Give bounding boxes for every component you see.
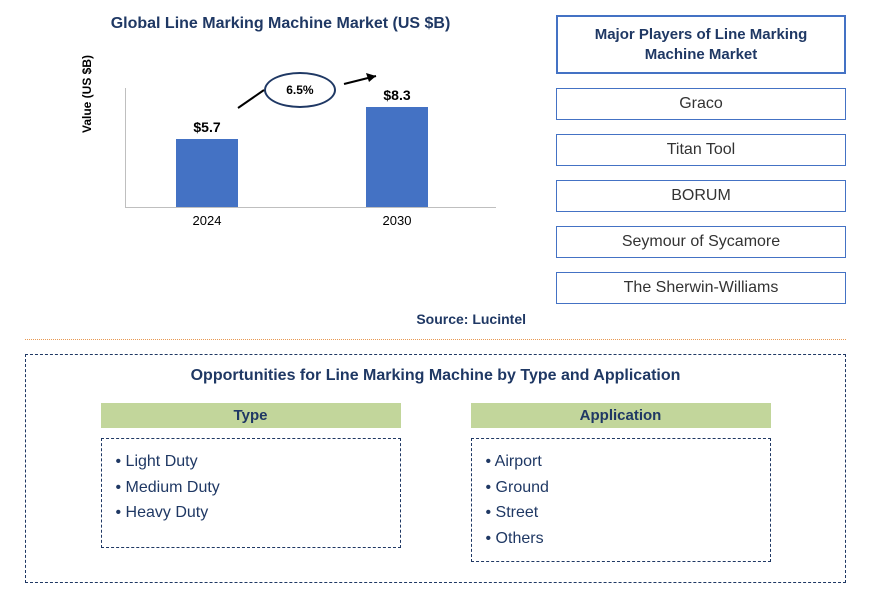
list-item: Light Duty bbox=[116, 449, 386, 475]
source-text: Source: Lucintel bbox=[416, 311, 526, 327]
type-list: Light Duty Medium Duty Heavy Duty bbox=[101, 438, 401, 548]
list-item: Others bbox=[486, 526, 756, 552]
player-item: The Sherwin-Williams bbox=[556, 272, 846, 304]
bar-label-2030: $8.3 bbox=[383, 87, 410, 103]
x-tick-2024: 2024 bbox=[193, 213, 222, 228]
major-players-section: Major Players of Line Marking Machine Ma… bbox=[556, 15, 846, 335]
player-item: Graco bbox=[556, 88, 846, 120]
y-axis-label: Value (US $B) bbox=[80, 55, 94, 133]
opportunities-title: Opportunities for Line Marking Machine b… bbox=[56, 367, 815, 385]
chart-title: Global Line Marking Machine Market (US $… bbox=[25, 15, 536, 33]
bar-2030: $8.3 bbox=[366, 107, 428, 207]
x-tick-2030: 2030 bbox=[383, 213, 412, 228]
list-item: Ground bbox=[486, 475, 756, 501]
growth-annotation: 6.5% bbox=[264, 72, 336, 108]
chart-plot: $5.7 2024 $8.3 2030 6.5% bbox=[125, 88, 496, 208]
opportunities-section: Opportunities for Line Marking Machine b… bbox=[25, 354, 846, 583]
players-title: Major Players of Line Marking Machine Ma… bbox=[556, 15, 846, 74]
bar-label-2024: $5.7 bbox=[193, 119, 220, 135]
application-list: Airport Ground Street Others bbox=[471, 438, 771, 562]
market-chart-section: Global Line Marking Machine Market (US $… bbox=[25, 15, 536, 335]
player-item: Titan Tool bbox=[556, 134, 846, 166]
player-item: BORUM bbox=[556, 180, 846, 212]
type-header: Type bbox=[101, 403, 401, 428]
list-item: Street bbox=[486, 500, 756, 526]
application-header: Application bbox=[471, 403, 771, 428]
type-column: Type Light Duty Medium Duty Heavy Duty bbox=[101, 403, 401, 562]
list-item: Medium Duty bbox=[116, 475, 386, 501]
list-item: Airport bbox=[486, 449, 756, 475]
section-divider bbox=[25, 339, 846, 340]
bar-2024: $5.7 bbox=[176, 139, 238, 207]
application-column: Application Airport Ground Street Others bbox=[471, 403, 771, 562]
list-item: Heavy Duty bbox=[116, 500, 386, 526]
chart-area: Value (US $B) $5.7 2024 $8.3 2030 6.5% bbox=[85, 58, 496, 228]
player-item: Seymour of Sycamore bbox=[556, 226, 846, 258]
growth-label: 6.5% bbox=[264, 72, 336, 108]
